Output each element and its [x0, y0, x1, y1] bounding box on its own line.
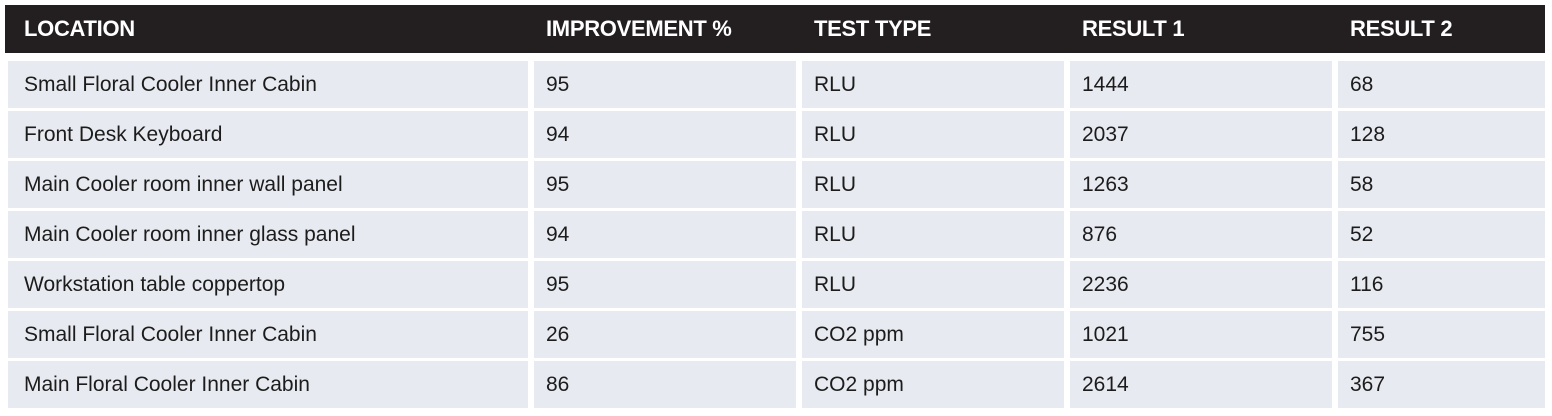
table-cell: 2614 — [1070, 361, 1332, 408]
table-cell: 94 — [534, 111, 796, 158]
table-cell: 52 — [1338, 211, 1545, 258]
table-cell: Small Floral Cooler Inner Cabin — [8, 61, 528, 108]
table-cell: RLU — [802, 61, 1064, 108]
table-cell: 128 — [1338, 111, 1545, 158]
table-cell: CO2 ppm — [802, 361, 1064, 408]
header-cell: RESULT 2 — [1350, 16, 1453, 41]
table-cell: 26 — [534, 311, 796, 358]
table-cell: CO2 ppm — [802, 311, 1064, 358]
table-cell: RLU — [802, 111, 1064, 158]
table-cell: 2037 — [1070, 111, 1332, 158]
table-cell: Workstation table coppertop — [8, 261, 528, 308]
table-cell: RLU — [802, 211, 1064, 258]
header-cell: IMPROVEMENT % — [546, 16, 732, 41]
table-cell: 2236 — [1070, 261, 1332, 308]
table-cell: 86 — [534, 361, 796, 408]
table-cell: 876 — [1070, 211, 1332, 258]
header-cell: LOCATION — [24, 16, 135, 41]
table-cell: 1263 — [1070, 161, 1332, 208]
table-cell: Small Floral Cooler Inner Cabin — [8, 311, 528, 358]
table-cell: RLU — [802, 261, 1064, 308]
table-cell: 116 — [1338, 261, 1545, 308]
header-cell: RESULT 1 — [1082, 16, 1185, 41]
table-cell: 755 — [1338, 311, 1545, 358]
table-cell: 68 — [1338, 61, 1545, 108]
table-cell: Main Floral Cooler Inner Cabin — [8, 361, 528, 408]
table-cell: RLU — [802, 161, 1064, 208]
header-cell: TEST TYPE — [814, 16, 932, 41]
table-cell: Main Cooler room inner glass panel — [8, 211, 528, 258]
table-cell: 95 — [534, 261, 796, 308]
header-bar — [5, 5, 1545, 53]
table-cell: 367 — [1338, 361, 1545, 408]
table-cell: Main Cooler room inner wall panel — [8, 161, 528, 208]
table-cell: Front Desk Keyboard — [8, 111, 528, 158]
table-cell: 95 — [534, 61, 796, 108]
table-cell: 1021 — [1070, 311, 1332, 358]
table-cell: 94 — [534, 211, 796, 258]
table-cell: 1444 — [1070, 61, 1332, 108]
table-cell: 58 — [1338, 161, 1545, 208]
table-cell: 95 — [534, 161, 796, 208]
